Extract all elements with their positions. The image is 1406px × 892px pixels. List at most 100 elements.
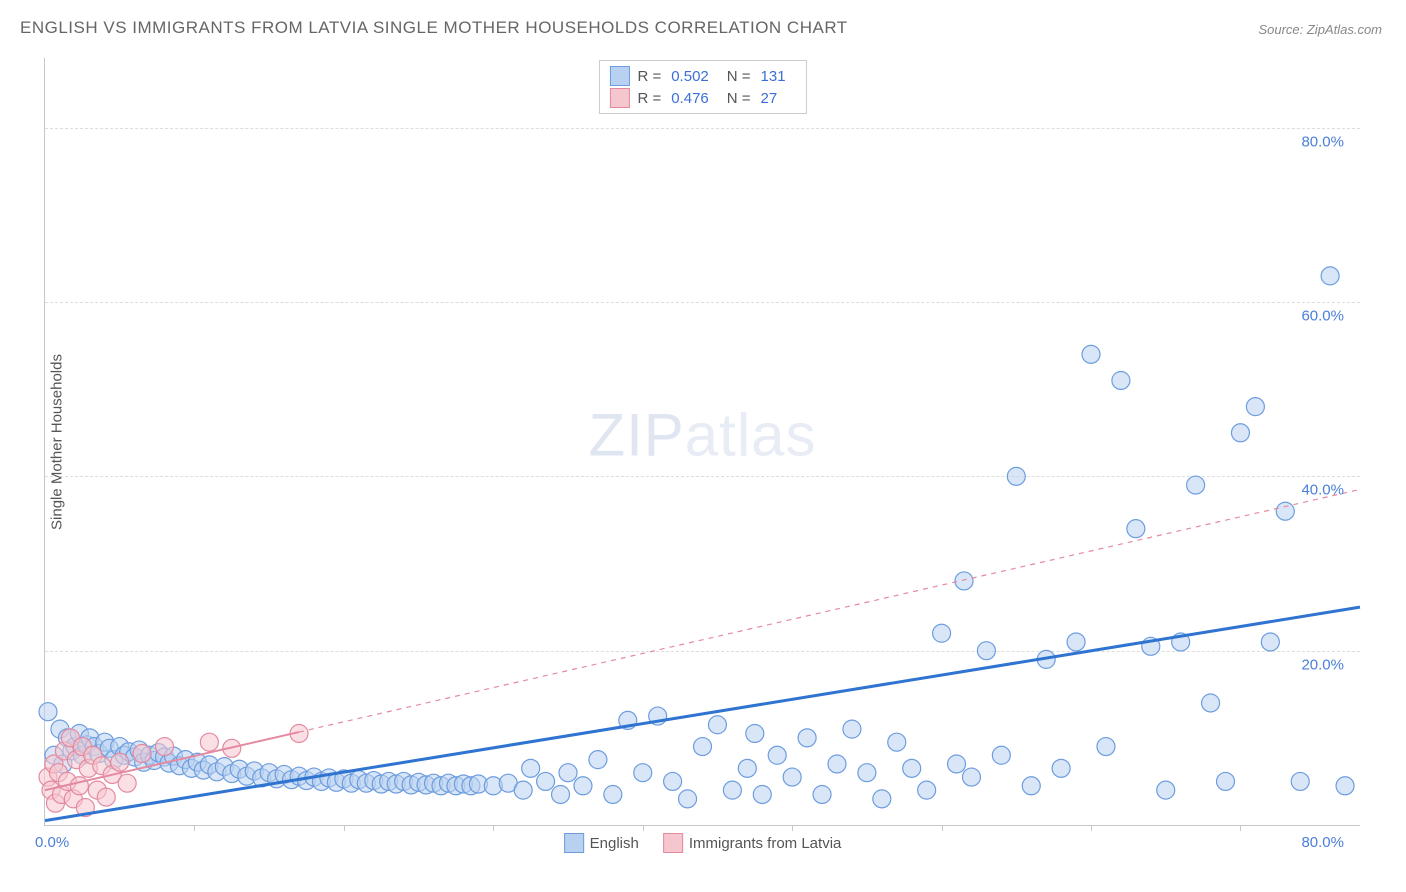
legend-series: English Immigrants from Latvia: [564, 833, 842, 853]
data-point: [873, 790, 891, 808]
data-point: [977, 642, 995, 660]
scatter-svg: [45, 58, 1360, 825]
legend-row-english: R = 0.502 N = 131: [609, 65, 795, 87]
data-point: [97, 788, 115, 806]
swatch-latvia-icon: [663, 833, 683, 853]
data-point: [843, 720, 861, 738]
data-point: [1321, 267, 1339, 285]
n-value-english: 131: [761, 68, 786, 85]
data-point: [1127, 520, 1145, 538]
data-point: [1052, 759, 1070, 777]
chart-title: ENGLISH VS IMMIGRANTS FROM LATVIA SINGLE…: [20, 18, 848, 38]
x-origin-label: 0.0%: [35, 834, 69, 851]
data-point: [1157, 781, 1175, 799]
data-point: [200, 733, 218, 751]
r-value-latvia: 0.476: [671, 90, 709, 107]
legend-label-latvia: Immigrants from Latvia: [689, 835, 842, 852]
data-point: [537, 772, 555, 790]
data-point: [903, 759, 921, 777]
x-tick: [942, 825, 943, 831]
data-point: [798, 729, 816, 747]
data-point: [918, 781, 936, 799]
x-tick: [1240, 825, 1241, 831]
data-point: [1276, 502, 1294, 520]
data-point: [992, 746, 1010, 764]
data-point: [783, 768, 801, 786]
trend-line: [299, 489, 1360, 732]
data-point: [955, 572, 973, 590]
data-point: [156, 738, 174, 756]
source-attribution: Source: ZipAtlas.com: [1258, 22, 1382, 37]
data-point: [1231, 424, 1249, 442]
data-point: [933, 624, 951, 642]
legend-label-english: English: [590, 835, 639, 852]
data-point: [1022, 777, 1040, 795]
data-point: [552, 785, 570, 803]
legend-item-english: English: [564, 833, 639, 853]
data-point: [813, 785, 831, 803]
data-point: [1217, 772, 1235, 790]
n-value-latvia: 27: [761, 90, 778, 107]
data-point: [1336, 777, 1354, 795]
r-label: R =: [637, 68, 661, 85]
r-value-english: 0.502: [671, 68, 709, 85]
data-point: [723, 781, 741, 799]
data-point: [1097, 738, 1115, 756]
legend-row-latvia: R = 0.476 N = 27: [609, 87, 795, 109]
swatch-latvia: [609, 88, 629, 108]
data-point: [604, 785, 622, 803]
data-point: [574, 777, 592, 795]
data-point: [118, 774, 136, 792]
data-point: [1291, 772, 1309, 790]
n-label: N =: [727, 90, 751, 107]
x-max-label: 80.0%: [1301, 834, 1344, 851]
data-point: [1187, 476, 1205, 494]
legend-item-latvia: Immigrants from Latvia: [663, 833, 842, 853]
y-tick-label: 60.0%: [1301, 308, 1344, 325]
data-point: [133, 745, 151, 763]
x-tick: [643, 825, 644, 831]
r-label: R =: [637, 90, 661, 107]
data-point: [962, 768, 980, 786]
data-point: [694, 738, 712, 756]
data-point: [746, 724, 764, 742]
n-label: N =: [727, 68, 751, 85]
data-point: [858, 764, 876, 782]
x-tick: [194, 825, 195, 831]
y-tick-label: 40.0%: [1301, 482, 1344, 499]
swatch-english: [609, 66, 629, 86]
x-tick: [493, 825, 494, 831]
plot-area: Single Mother Households ZIPatlas R = 0.…: [44, 58, 1360, 826]
data-point: [888, 733, 906, 751]
data-point: [1112, 371, 1130, 389]
data-point: [1067, 633, 1085, 651]
data-point: [1202, 694, 1220, 712]
data-point: [1261, 633, 1279, 651]
legend-correlation: R = 0.502 N = 131 R = 0.476 N = 27: [598, 60, 806, 114]
data-point: [664, 772, 682, 790]
x-tick: [344, 825, 345, 831]
data-point: [948, 755, 966, 773]
data-point: [1082, 345, 1100, 363]
data-point: [634, 764, 652, 782]
data-point: [514, 781, 532, 799]
data-point: [589, 751, 607, 769]
y-tick-label: 20.0%: [1301, 656, 1344, 673]
y-tick-label: 80.0%: [1301, 133, 1344, 150]
x-tick: [1091, 825, 1092, 831]
data-point: [559, 764, 577, 782]
x-tick: [792, 825, 793, 831]
data-point: [679, 790, 697, 808]
data-point: [70, 777, 88, 795]
data-point: [1007, 467, 1025, 485]
data-point: [828, 755, 846, 773]
swatch-english-icon: [564, 833, 584, 853]
data-point: [39, 703, 57, 721]
data-point: [768, 746, 786, 764]
data-point: [708, 716, 726, 734]
data-point: [753, 785, 771, 803]
data-point: [1246, 398, 1264, 416]
data-point: [738, 759, 756, 777]
data-point: [522, 759, 540, 777]
data-point: [111, 753, 129, 771]
